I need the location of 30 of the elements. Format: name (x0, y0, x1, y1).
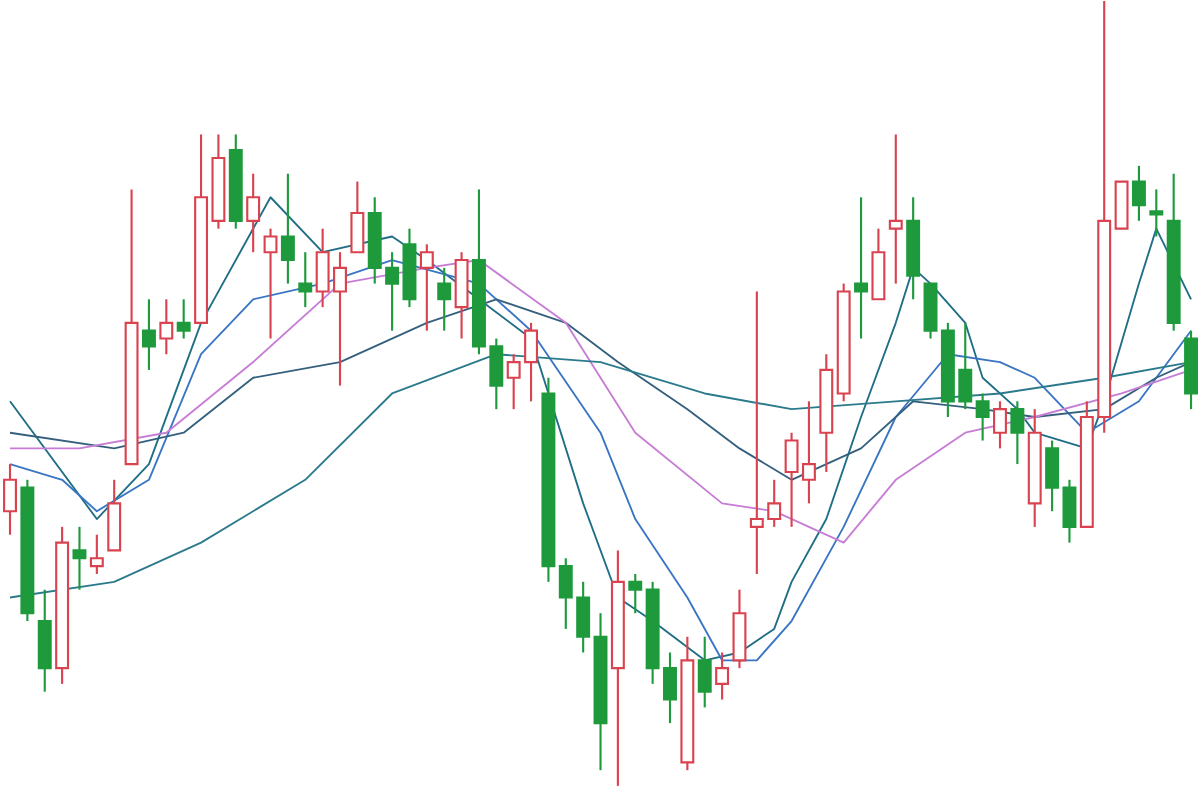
candlestick (107, 478, 122, 552)
candlestick (732, 588, 747, 670)
candlestick (975, 392, 990, 442)
candlestick (854, 196, 869, 340)
candlestick (993, 400, 1007, 450)
candlestick (437, 266, 452, 332)
candlestick (419, 243, 434, 332)
candlestick (246, 172, 261, 254)
candlestick (628, 573, 643, 615)
candlestick (72, 525, 87, 591)
candlestick (1010, 400, 1025, 466)
candlestick (280, 172, 295, 285)
candlestick (89, 533, 104, 576)
candlestick (263, 227, 278, 340)
candlestick (1131, 164, 1146, 223)
candlestick (871, 227, 886, 301)
candlestick (350, 180, 365, 254)
candlestick (697, 635, 712, 709)
candlestick (37, 588, 52, 693)
candlestick (298, 251, 313, 309)
candlestick (159, 298, 174, 356)
candlestick (141, 298, 156, 372)
candlestick (3, 463, 17, 536)
candlestick (888, 133, 903, 285)
candlestick (1149, 188, 1164, 238)
candlestick (1114, 180, 1129, 230)
candlestick (715, 651, 730, 701)
candlestick (454, 251, 469, 340)
candlestick (176, 298, 191, 340)
candlestick (923, 282, 938, 340)
